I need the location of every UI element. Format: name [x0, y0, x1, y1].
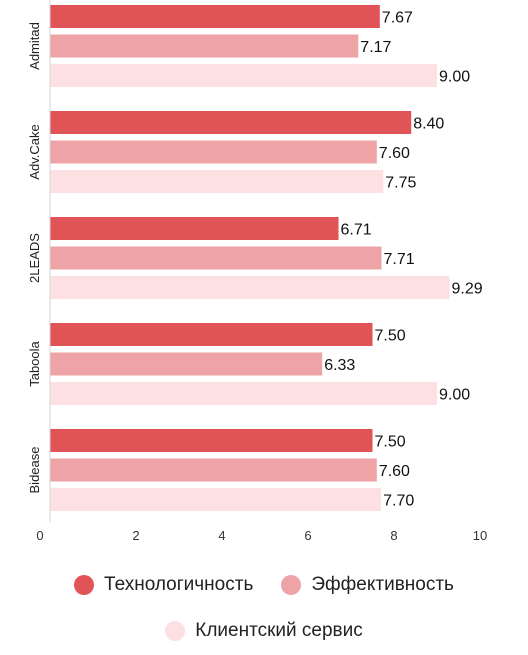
- data-label: 6.71: [341, 222, 372, 239]
- data-label: 7.67: [382, 10, 413, 27]
- data-label: 7.60: [379, 145, 410, 162]
- category-label: Admitad: [27, 22, 42, 70]
- category-label: 2LEADS: [27, 233, 42, 283]
- legend-label: Эффективность: [311, 574, 454, 595]
- data-label: 9.00: [439, 69, 470, 86]
- bar-Admitad-0[interactable]: [50, 5, 380, 28]
- bar-Taboola-1[interactable]: [50, 352, 323, 376]
- legend-dot-icon: [281, 575, 302, 595]
- category-label: Adv.Cake: [27, 124, 42, 179]
- bar-Bidease-1[interactable]: [50, 458, 377, 482]
- bar-Bidease-0[interactable]: [50, 429, 373, 452]
- bar-Adv.Cake-2[interactable]: [50, 170, 384, 193]
- x-tick-label: 4: [218, 528, 225, 543]
- legend-item-service[interactable]: Клиентский сервис: [165, 620, 363, 642]
- bar-Adv.Cake-0[interactable]: [50, 111, 412, 134]
- category-label: Bidease: [27, 447, 42, 494]
- bar-2LEADS-2[interactable]: [50, 276, 450, 299]
- bar-2LEADS-0[interactable]: [50, 217, 339, 240]
- x-tick-label: 8: [390, 528, 397, 543]
- data-label: 7.75: [385, 175, 416, 192]
- legend-label: Технологичность: [104, 574, 254, 595]
- x-tick-label: 2: [132, 528, 139, 543]
- bar-Bidease-2[interactable]: [50, 488, 382, 511]
- legend-row-1: Технологичность Эффективность: [0, 574, 528, 596]
- bar-Admitad-1[interactable]: [50, 34, 359, 58]
- data-label: 9.29: [451, 281, 482, 298]
- x-tick-label: 0: [36, 528, 43, 543]
- bars-group: [50, 5, 450, 511]
- data-label: 7.60: [379, 463, 410, 480]
- data-label: 6.33: [324, 357, 355, 374]
- data-label: 7.50: [375, 328, 406, 345]
- data-label: 7.50: [375, 434, 406, 451]
- data-label: 7.71: [384, 251, 415, 268]
- legend-label: Клиентский сервис: [195, 620, 363, 641]
- bar-Taboola-2[interactable]: [50, 382, 437, 405]
- data-label: 8.40: [413, 116, 444, 133]
- legend-row-2: Клиентский сервис: [0, 620, 528, 642]
- category-labels-group: Admitad Adv.Cake 2LEADS Taboola Bidease: [27, 22, 42, 493]
- legend-dot-icon: [165, 621, 186, 641]
- legend-dot-icon: [74, 575, 95, 595]
- legend-item-tech[interactable]: Технологичность: [74, 574, 253, 596]
- bar-Admitad-2[interactable]: [50, 64, 437, 87]
- data-label: 9.00: [439, 387, 470, 404]
- bar-chart: 7.677.179.008.407.607.756.717.719.297.50…: [27, 0, 487, 543]
- data-label: 7.70: [383, 493, 414, 510]
- x-axis: 0 2 4 6 8 10: [36, 0, 487, 543]
- bar-Taboola-0[interactable]: [50, 323, 373, 346]
- category-label: Taboola: [27, 340, 42, 386]
- value-labels-group: 7.677.179.008.407.607.756.717.719.297.50…: [324, 10, 483, 510]
- bar-Adv.Cake-1[interactable]: [50, 140, 377, 164]
- bar-2LEADS-1[interactable]: [50, 246, 382, 270]
- legend-item-efficiency[interactable]: Эффективность: [281, 574, 454, 596]
- x-tick-label: 6: [304, 528, 311, 543]
- x-tick-label: 10: [473, 528, 487, 543]
- data-label: 7.17: [360, 39, 391, 56]
